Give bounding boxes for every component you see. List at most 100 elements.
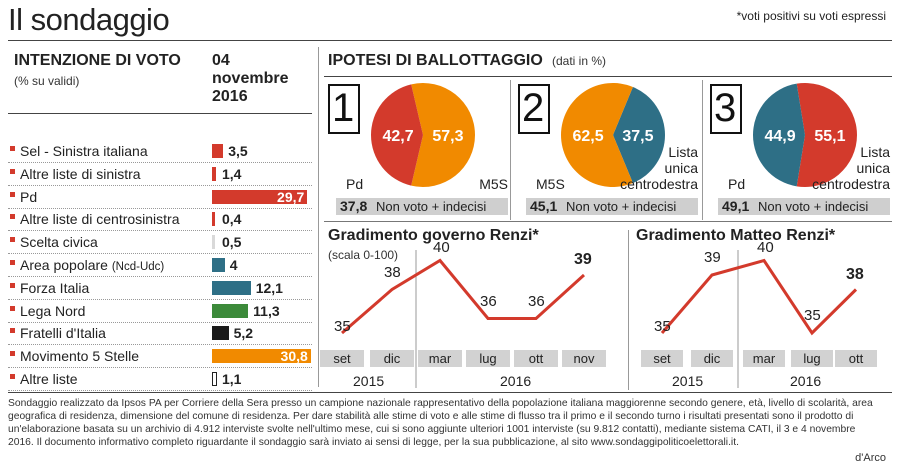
pie-slice-right — [411, 83, 475, 187]
vote-party-sublabel: (Ncd-Udc) — [111, 261, 165, 273]
month-tick-label: mar — [743, 350, 785, 367]
vote-party-label: Area popolare (Ncd-Udc) — [20, 257, 165, 273]
ballottaggio-pie: 55,1 44,9 — [753, 83, 857, 187]
bullet-icon — [10, 305, 15, 311]
vote-party-label: Pd — [20, 188, 38, 205]
pie-slice-right-label: 57,3 — [432, 128, 463, 145]
point-value-label: 40 — [757, 238, 774, 256]
vote-bar — [212, 189, 308, 204]
credit: d'Arco — [855, 452, 886, 464]
vote-intention-subheading: (% su validi) — [14, 74, 80, 88]
bullet-icon — [10, 374, 15, 379]
year-2015-label: 2015 — [672, 373, 704, 389]
bullet-icon — [10, 214, 15, 220]
month-tick-label: set — [641, 350, 683, 367]
vote-bar — [212, 372, 217, 386]
vote-value: 12,1 — [255, 279, 283, 296]
month-tick-label: lug — [791, 350, 833, 367]
vote-party-label: Forza Italia — [20, 279, 90, 296]
page-title: Il sondaggio — [8, 2, 170, 37]
bullet-icon — [10, 237, 15, 243]
chart-governo-title: Gradimento governo Renzi* — [328, 227, 539, 244]
year-2015-label: 2015 — [353, 373, 385, 389]
vote-row: Altre liste di sinistra 1,4 — [8, 163, 312, 186]
vote-row: Sel - Sinistra italiana 3,5 — [8, 140, 312, 163]
pie-slice-left — [753, 83, 805, 187]
month-tick-label: nov — [562, 350, 606, 367]
non-voto-band: 37,8 Non voto + indecisi — [336, 198, 508, 215]
non-voto-band: 49,1 Non voto + indecisi — [718, 198, 890, 215]
column-divider — [318, 47, 319, 387]
vote-value: 4 — [229, 257, 238, 273]
vote-date-day: 04 — [212, 52, 230, 69]
bullet-icon — [10, 168, 15, 174]
vote-bar — [212, 280, 251, 295]
vote-header-divider — [8, 113, 312, 114]
vote-value: 0,4 — [222, 211, 242, 228]
vote-party-label: Altre liste di centrosinistra — [20, 211, 180, 228]
month-tick-label: ott — [835, 350, 877, 367]
vote-bar — [212, 349, 311, 364]
vote-row: Lega Nord 11,3 — [8, 300, 312, 323]
scenario-number: 2 — [522, 86, 545, 130]
bullet-icon — [10, 351, 15, 357]
pie-slice-left-label: 62,5 — [572, 128, 603, 145]
vote-value: 30,8 — [280, 348, 308, 365]
vote-row: Pd 29,7 — [8, 186, 312, 209]
vote-row: Movimento 5 Stelle 30,8 — [8, 345, 312, 369]
pie-slice-left-label: 42,7 — [382, 128, 413, 145]
vote-date-month: novembre — [212, 70, 289, 87]
scenario-number-box — [710, 84, 742, 134]
vote-value: 29,7 — [277, 188, 305, 205]
vote-intention-heading: INTENZIONE DI VOTO — [14, 52, 181, 69]
non-voto-band: 45,1 Non voto + indecisi — [526, 198, 698, 215]
vote-row: Altre liste 1,1 — [8, 368, 312, 391]
vote-row: Altre liste di centrosinistra 0,4 — [8, 208, 312, 232]
month-tick-label: dic — [370, 350, 414, 367]
vote-party-label: Sel - Sinistra italiana — [20, 143, 148, 159]
vote-row: Scelta civica 0,5 — [8, 231, 312, 255]
vote-bar — [212, 212, 215, 227]
chart-governo-subtitle: (scala 0-100) — [328, 248, 399, 262]
vote-party-label: Scelta civica — [20, 234, 98, 251]
approval-line — [341, 258, 586, 335]
vote-value: 0,5 — [222, 234, 242, 251]
point-value-label: 38 — [384, 263, 401, 281]
non-voto-text: Non voto + indecisi — [376, 199, 487, 214]
pie-slice-left-label: 44,9 — [764, 128, 795, 145]
vote-value: 5,2 — [233, 325, 254, 342]
top-divider — [8, 40, 892, 41]
non-voto-value: 49,1 — [722, 198, 750, 214]
pie-slice-right-label: 37,5 — [622, 128, 653, 145]
point-value-label: 38 — [846, 265, 864, 283]
point-value-label: 36 — [528, 292, 545, 310]
month-tick-label: dic — [691, 350, 733, 367]
point-value-label: 39 — [704, 249, 721, 266]
bullet-icon — [10, 328, 15, 334]
vote-bar — [212, 235, 215, 250]
non-voto-value: 37,8 — [340, 198, 368, 214]
month-tick-label: lug — [466, 350, 510, 367]
vote-row: Forza Italia 12,1 — [8, 277, 312, 300]
pie-left-label: Pd — [346, 176, 364, 192]
year-2016-label: 2016 — [500, 373, 532, 389]
scenario-divider — [510, 80, 511, 220]
scenario-number: 1 — [332, 86, 355, 130]
scenario-divider — [702, 80, 703, 220]
pie-slice-right — [796, 83, 857, 187]
vote-bar — [212, 326, 229, 341]
point-value-label: 40 — [433, 238, 450, 256]
mid-divider — [324, 221, 892, 222]
vote-value: 3,5 — [228, 143, 248, 159]
vote-value: 1,4 — [222, 165, 242, 182]
ballottaggio-pie: 57,3 42,7 — [371, 83, 475, 187]
scenario-number-box — [518, 84, 550, 134]
pie-slice-left — [561, 83, 633, 187]
point-value-label: 35 — [334, 318, 351, 335]
vote-party-label: Altre liste — [20, 371, 78, 387]
vote-value: 1,1 — [222, 371, 242, 387]
ballottaggio-divider — [324, 76, 892, 77]
pie-slice-right — [613, 86, 665, 184]
vote-date: 04 novembre 2016 — [212, 52, 288, 106]
